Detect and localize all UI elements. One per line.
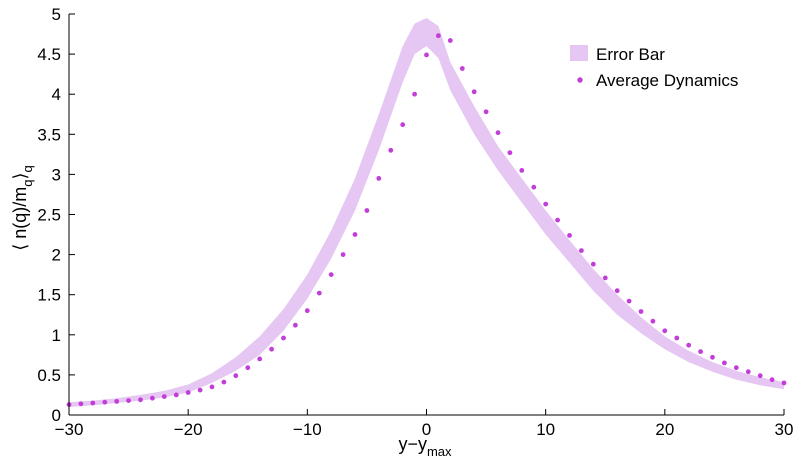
average-dynamics-point — [269, 347, 274, 352]
average-dynamics-point — [79, 401, 84, 406]
average-dynamics-point — [591, 262, 596, 267]
average-dynamics-point — [257, 357, 262, 362]
x-axis-title-sub: max — [427, 444, 452, 459]
legend-swatch-average-dynamics — [577, 77, 582, 82]
average-dynamics-point — [341, 252, 346, 257]
y-tick-label: 4.5 — [37, 45, 61, 64]
average-dynamics-point — [412, 92, 417, 97]
average-dynamics-point — [734, 365, 739, 370]
average-dynamics-point — [758, 373, 763, 378]
x-axis-title: y−ymax — [398, 434, 452, 459]
average-dynamics-point — [329, 272, 334, 277]
y-tick-label: 3.5 — [37, 125, 61, 144]
average-dynamics-point — [603, 276, 608, 281]
y-tick-label: 3 — [52, 165, 61, 184]
x-tick-label: 20 — [655, 420, 674, 439]
x-tick-label: 10 — [536, 420, 555, 439]
y-tick-label: 4 — [52, 85, 61, 104]
average-dynamics-point — [674, 336, 679, 341]
x-axis-title-main: y−y — [398, 434, 427, 454]
average-dynamics-point — [770, 377, 775, 382]
average-dynamics-point — [376, 176, 381, 181]
average-dynamics-point — [782, 381, 787, 386]
average-dynamics-point — [508, 150, 513, 155]
average-dynamics-point — [519, 168, 524, 173]
average-dynamics-point — [746, 369, 751, 374]
average-dynamics-point — [198, 388, 203, 393]
average-dynamics-point — [162, 394, 167, 399]
legend: Error Bar Average Dynamics — [570, 45, 738, 90]
y-axis-title: ⟨ n(q)/mq⟩q — [10, 165, 35, 251]
average-dynamics-point — [150, 396, 155, 401]
average-dynamics-point — [186, 390, 191, 395]
average-dynamics-point — [436, 33, 441, 38]
average-dynamics-point — [353, 232, 358, 237]
average-dynamics-point — [555, 218, 560, 223]
average-dynamics-point — [472, 89, 477, 94]
average-dynamics-point — [174, 393, 179, 398]
average-dynamics-point — [579, 248, 584, 253]
y-axis-title-sub1: q — [20, 180, 35, 187]
average-dynamics-point — [245, 365, 250, 370]
average-dynamics-point — [424, 53, 429, 58]
average-dynamics-point — [281, 336, 286, 341]
x-tick-label: −20 — [174, 420, 203, 439]
average-dynamics-point — [114, 399, 119, 404]
average-dynamics-point — [90, 401, 95, 406]
average-dynamics-point — [126, 398, 131, 403]
average-dynamics-point — [627, 299, 632, 304]
average-dynamics-point — [531, 185, 536, 190]
average-dynamics-point — [293, 323, 298, 328]
y-tick-label: 0 — [52, 406, 61, 425]
average-dynamics-point — [722, 361, 727, 366]
average-dynamics-point — [317, 291, 322, 296]
average-dynamics-point — [138, 397, 143, 402]
average-dynamics-point — [662, 328, 667, 333]
average-dynamics-point — [233, 373, 238, 378]
y-tick-label: 2 — [52, 246, 61, 265]
average-dynamics-point — [210, 385, 215, 390]
average-dynamics-point — [388, 148, 393, 153]
average-dynamics-point — [496, 130, 501, 135]
average-dynamics-point — [686, 343, 691, 348]
average-dynamics-point — [365, 208, 370, 213]
x-tick-label: 30 — [775, 420, 794, 439]
y-tick-label: 5 — [52, 5, 61, 24]
x-tick-label: −10 — [293, 420, 322, 439]
y-tick-label: 0.5 — [37, 366, 61, 385]
average-dynamics-point — [639, 309, 644, 314]
average-dynamics-point — [710, 355, 715, 360]
average-dynamics-point — [448, 38, 453, 43]
average-dynamics-point — [698, 349, 703, 354]
average-dynamics-point — [305, 308, 310, 313]
y-tick-label: 1 — [52, 326, 61, 345]
average-dynamics-point — [400, 122, 405, 127]
average-dynamics-point — [543, 202, 548, 207]
average-dynamics-point — [651, 319, 656, 324]
y-tick-label: 2.5 — [37, 206, 61, 225]
y-axis-title-mid: ⟩ — [10, 172, 30, 179]
y-axis-title-sub2: q — [20, 165, 35, 172]
average-dynamics-point — [222, 380, 227, 385]
y-tick-label: 1.5 — [37, 286, 61, 305]
average-dynamics-point — [615, 288, 620, 293]
legend-label-error-bar: Error Bar — [596, 45, 665, 64]
y-axis-title-pre: ⟨ n(q)/m — [10, 187, 30, 251]
average-dynamics-point — [460, 66, 465, 71]
average-dynamics-point — [484, 109, 489, 114]
average-dynamics-point — [567, 233, 572, 238]
legend-label-average-dynamics: Average Dynamics — [596, 71, 738, 90]
average-dynamics-point — [102, 400, 107, 405]
legend-swatch-error-bar — [570, 45, 588, 61]
